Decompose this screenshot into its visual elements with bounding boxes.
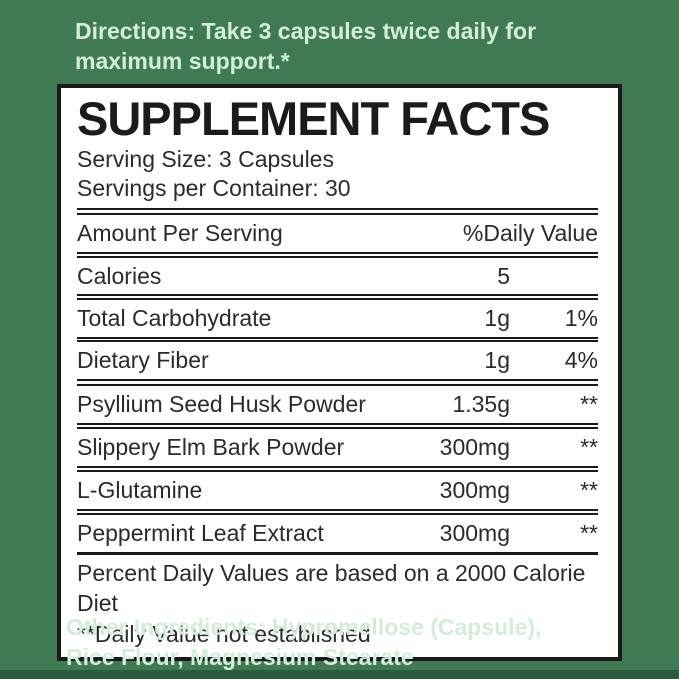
table-row-l-glutamine: L-Glutamine 300mg ** (77, 465, 598, 509)
row-amount: 300mg (439, 434, 510, 461)
row-dv: 1% (564, 305, 598, 332)
row-name: Total Carbohydrate (77, 305, 272, 332)
row-dv: ** (580, 476, 598, 503)
servings-per-container-text: Servings per Container: 30 (77, 175, 351, 202)
row-name: Calories (77, 262, 162, 289)
facts-table: Amount Per Serving %Daily Value Calories… (77, 207, 598, 650)
row-name: Psyllium Seed Husk Powder (77, 391, 366, 418)
directions-text: Directions: Take 3 capsules twice daily … (75, 18, 537, 75)
row-name: Dietary Fiber (77, 347, 209, 374)
table-row-slippery-elm: Slippery Elm Bark Powder 300mg ** (77, 423, 598, 466)
table-row-total-carbohydrate: Total Carbohydrate 1g 1% (77, 294, 598, 337)
row-dv: ** (580, 519, 598, 546)
daily-value-header: %Daily Value (462, 219, 598, 246)
row-name: L-Glutamine (77, 476, 203, 503)
table-row-peppermint: Peppermint Leaf Extract 300mg ** (77, 508, 598, 552)
other-ingredients-text: Other Ingredients: Hypromellose (Capsule… (66, 614, 542, 671)
not-established-footnote: **Daily Value not established (77, 620, 371, 647)
table-header-row: Amount Per Serving %Daily Value (77, 207, 598, 252)
row-amount: 1.35g (452, 391, 510, 418)
row-amount: 1g (484, 305, 510, 332)
footnotes: Percent Daily Values are based on a 2000… (77, 551, 598, 650)
table-row-dietary-fiber: Dietary Fiber 1g 4% (77, 337, 598, 379)
row-amount: 1g (484, 347, 510, 374)
supplement-facts-panel: SUPPLEMENT FACTS Serving Size: 3 Capsule… (57, 84, 622, 662)
row-amount: 300mg (439, 519, 510, 546)
row-dv: 4% (564, 347, 598, 374)
table-row-psyllium: Psyllium Seed Husk Powder 1.35g ** (77, 379, 598, 423)
row-dv: ** (580, 434, 598, 461)
row-name: Slippery Elm Bark Powder (77, 434, 345, 461)
serving-size-text: Serving Size: 3 Capsules (77, 145, 334, 172)
table-row-calories: Calories 5 (77, 251, 598, 295)
row-amount: 300mg (439, 476, 510, 503)
daily-values-footnote: Percent Daily Values are based on a 2000… (77, 559, 586, 617)
row-name: Peppermint Leaf Extract (77, 519, 324, 546)
row-amount: 5 (497, 262, 510, 289)
bottom-edge-strip (0, 670, 679, 679)
amount-per-serving-header: Amount Per Serving (77, 219, 283, 246)
row-dv: ** (580, 391, 598, 418)
supplement-facts-title: SUPPLEMENT FACTS (77, 92, 550, 145)
